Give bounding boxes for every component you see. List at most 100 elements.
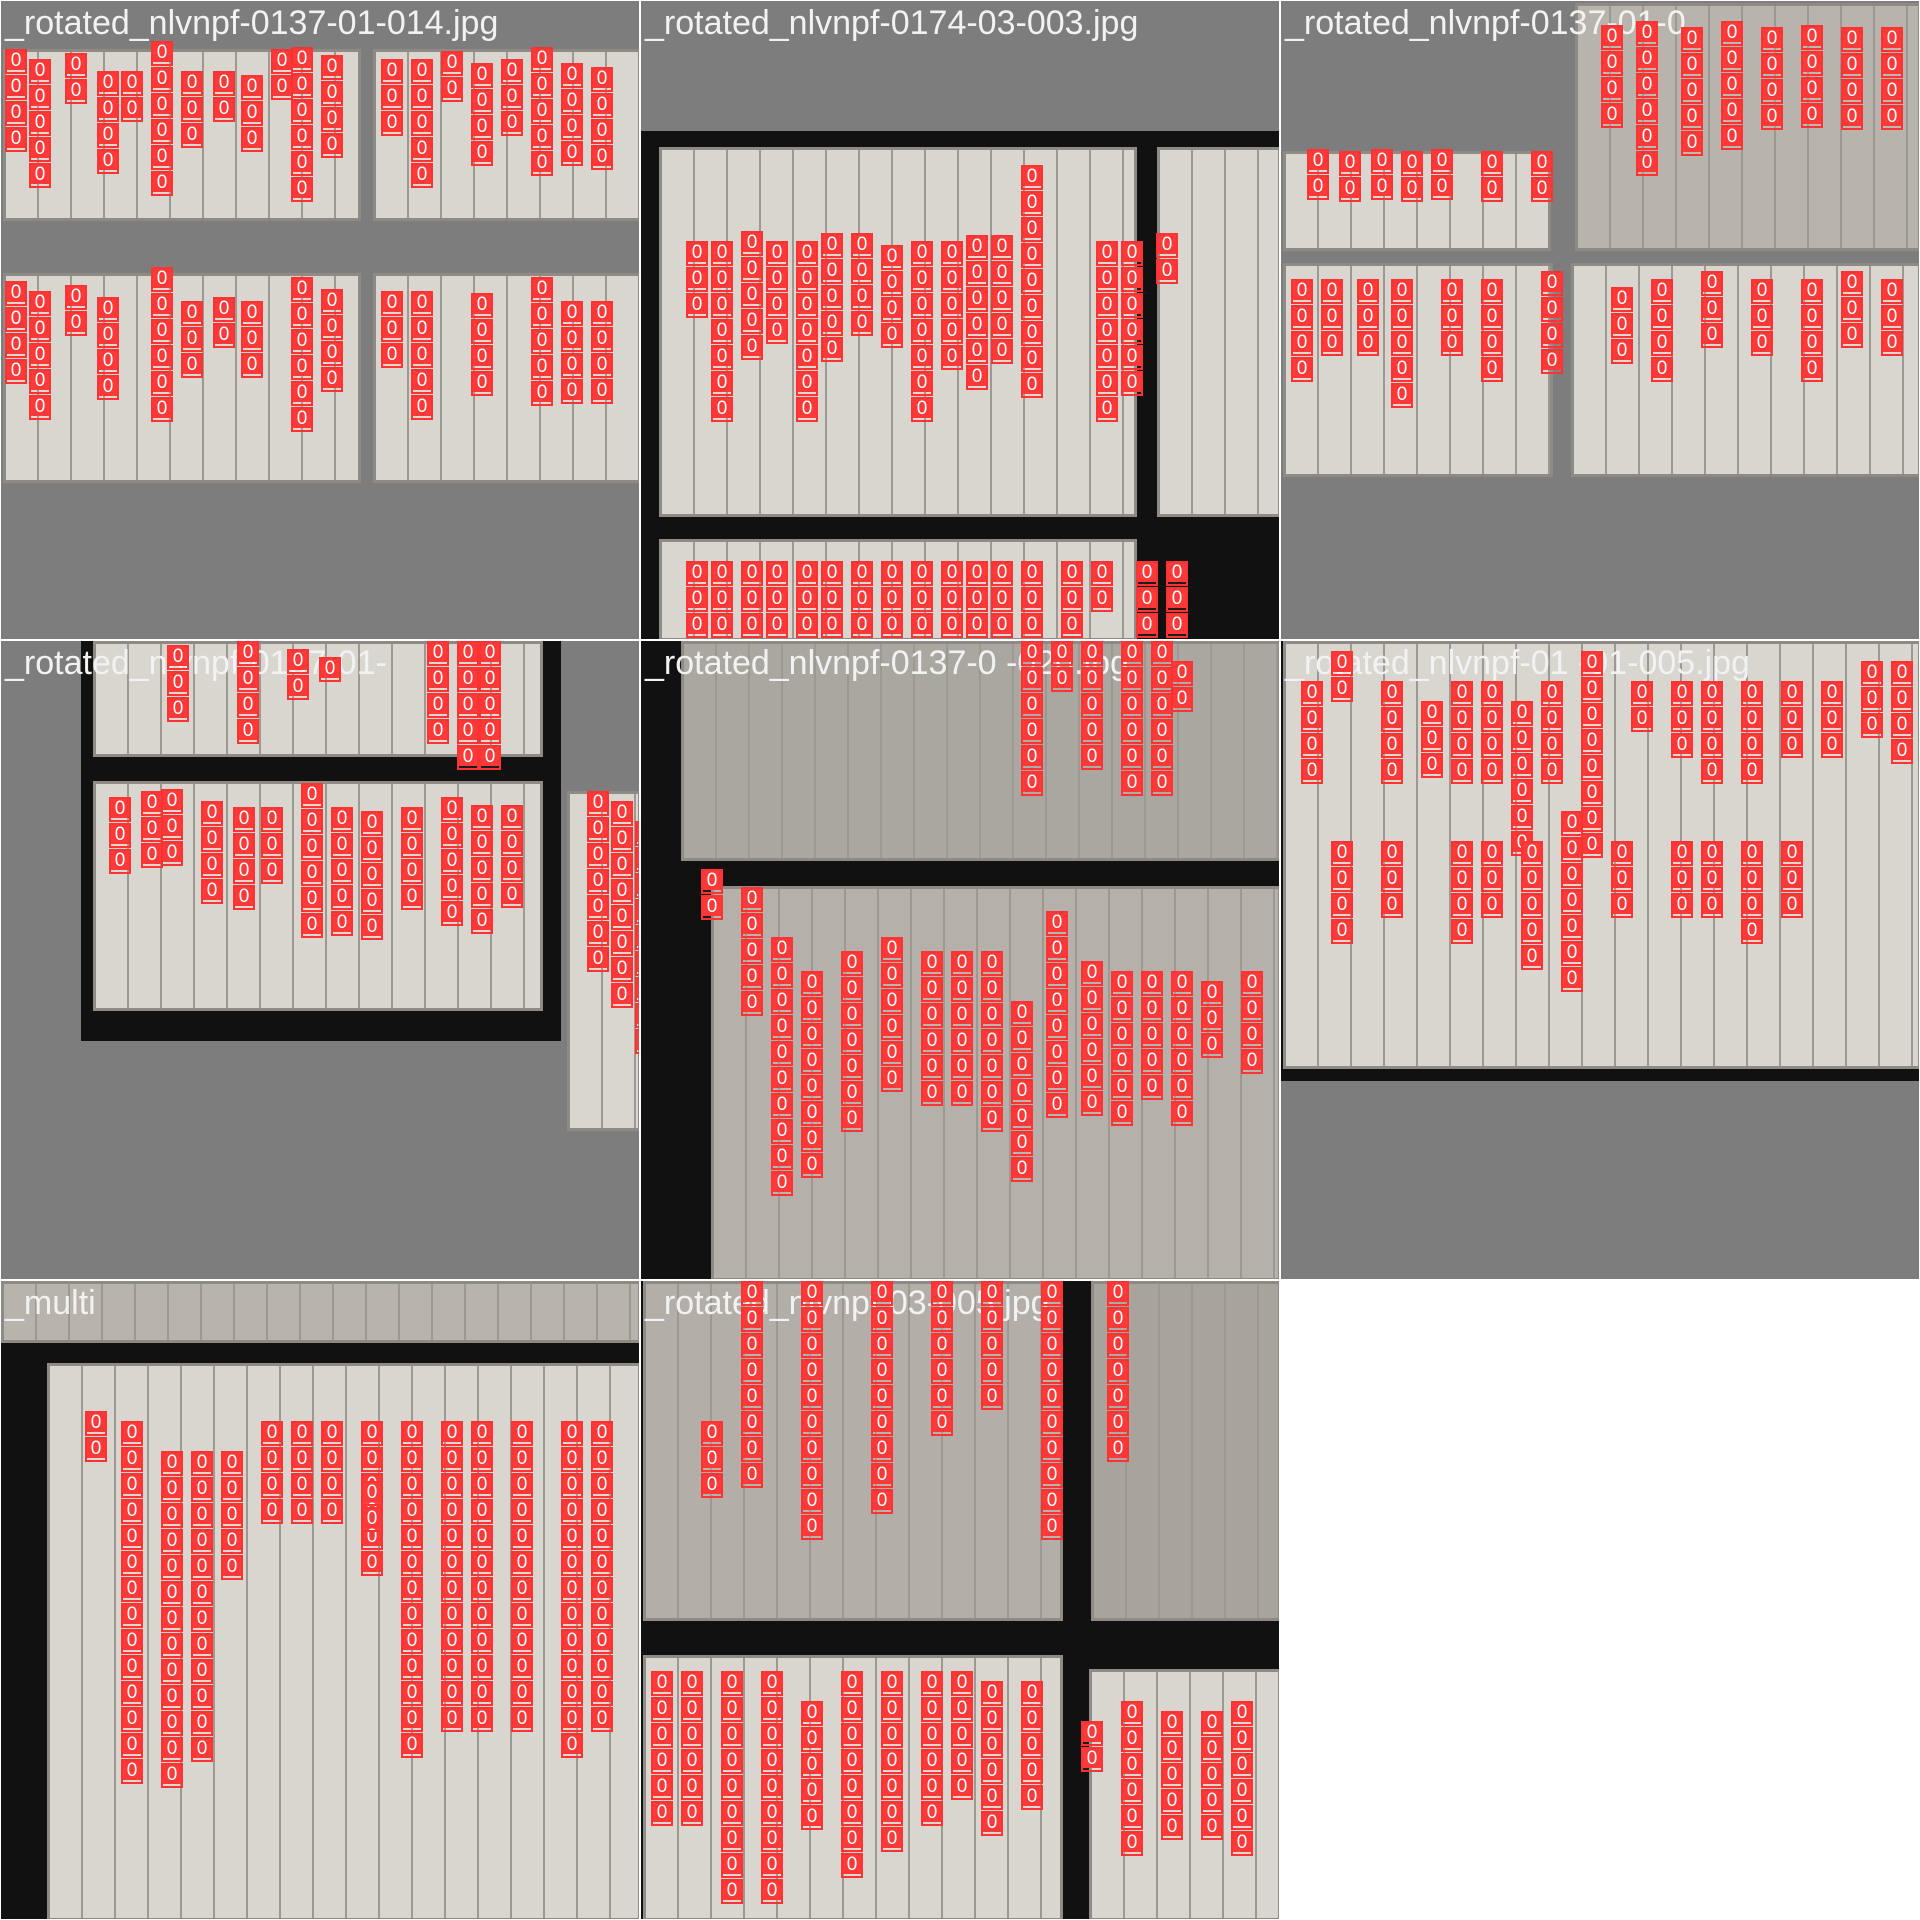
class-label: 0: [853, 615, 871, 634]
class-label: 0: [923, 1083, 941, 1102]
class-label: 0: [803, 1729, 821, 1748]
detection-box: 0: [1121, 1779, 1143, 1804]
class-label: 0: [513, 1709, 531, 1728]
class-label: 0: [1233, 1729, 1251, 1748]
detection-box: 0: [981, 1359, 1003, 1384]
class-label: 0: [798, 321, 816, 340]
detection-box: 0: [511, 1577, 533, 1602]
detection-box: 0: [1241, 971, 1263, 996]
detection-box: 0: [161, 1607, 183, 1632]
detection-box: 0: [457, 745, 479, 770]
detection-box: 0: [1651, 331, 1673, 356]
detection-box: 0: [921, 1775, 943, 1800]
class-label: 0: [31, 87, 49, 106]
detection-box: 0: [941, 345, 963, 370]
detection-box: 0: [741, 335, 763, 360]
detection-box: 0: [1021, 269, 1043, 294]
class-label: 0: [473, 1475, 491, 1494]
detection-box: 0: [233, 833, 255, 858]
detection-box: 0: [1081, 1721, 1103, 1746]
class-label: 0: [1653, 281, 1671, 300]
detection-box: 0: [951, 1081, 973, 1106]
class-label: 0: [1123, 373, 1141, 392]
detection-box: 0: [167, 645, 189, 670]
detection-box: 0: [796, 561, 818, 586]
class-label: 0: [503, 833, 521, 852]
class-label: 0: [323, 109, 341, 128]
detection-box: 0: [681, 1749, 703, 1774]
detection-box: 0: [951, 1029, 973, 1054]
detection-box: 0: [721, 1801, 743, 1826]
detection-box: 0: [821, 337, 843, 362]
class-label: 0: [983, 1031, 1001, 1050]
class-label: 0: [1043, 1491, 1061, 1510]
class-label: 0: [763, 1673, 781, 1692]
class-label: 0: [1048, 1095, 1066, 1114]
detection-box: 0: [561, 115, 583, 140]
class-label: 0: [723, 1855, 741, 1874]
detection-box: 0: [457, 719, 479, 744]
detection-box: 0: [1151, 719, 1173, 744]
detection-box: 0: [237, 667, 259, 692]
class-label: 0: [968, 563, 986, 582]
detection-box: 0: [1671, 867, 1693, 892]
class-label: 0: [67, 81, 85, 100]
detection-box: 0: [591, 1499, 613, 1524]
detection-box: 0: [321, 315, 343, 340]
detection-box: 0: [881, 937, 903, 962]
class-label: 0: [723, 1803, 741, 1822]
detection-box: 0: [1081, 1039, 1103, 1064]
class-label: 0: [1513, 807, 1531, 826]
detection-box: 0: [1841, 105, 1863, 130]
class-label: 0: [683, 1777, 701, 1796]
detection-box: 0: [841, 1775, 863, 1800]
class-label: 0: [1023, 375, 1041, 394]
detection-box: 0: [561, 301, 583, 326]
detection-box: 0: [881, 323, 903, 348]
detection-box: 0: [801, 1385, 823, 1410]
detection-box: 0: [501, 85, 523, 110]
detection-box: 0: [711, 587, 733, 612]
detection-box: 0: [761, 1775, 783, 1800]
class-label: 0: [363, 917, 381, 936]
class-label: 0: [323, 1501, 341, 1520]
class-label: 0: [323, 135, 341, 154]
class-label: 0: [153, 121, 171, 140]
class-label: 0: [1753, 307, 1771, 326]
class-label: 0: [873, 1439, 891, 1458]
class-label: 0: [1043, 1361, 1061, 1380]
class-label: 0: [883, 1803, 901, 1822]
class-label: 0: [323, 1449, 341, 1468]
class-label: 0: [1143, 1025, 1161, 1044]
class-label: 0: [459, 669, 477, 688]
class-label: 0: [1523, 895, 1541, 914]
detection-box: 0: [531, 355, 553, 380]
detection-box: 0: [181, 327, 203, 352]
class-label: 0: [215, 99, 233, 118]
detection-box: 0: [1171, 661, 1193, 686]
class-label: 0: [293, 127, 311, 146]
class-label: 0: [403, 1631, 421, 1650]
detection-box: 0: [1301, 759, 1323, 784]
detection-box: 0: [1021, 217, 1043, 242]
class-label: 0: [1123, 1781, 1141, 1800]
detection-box: 0: [1357, 305, 1379, 330]
detection-box: 0: [291, 355, 313, 380]
detection-box: 0: [1136, 587, 1158, 612]
class-label: 0: [1883, 333, 1901, 352]
class-label: 0: [99, 151, 117, 170]
class-label: 0: [883, 563, 901, 582]
class-label: 0: [1683, 133, 1701, 152]
detection-box: 0: [1107, 1359, 1129, 1384]
class-label: 0: [7, 309, 25, 328]
